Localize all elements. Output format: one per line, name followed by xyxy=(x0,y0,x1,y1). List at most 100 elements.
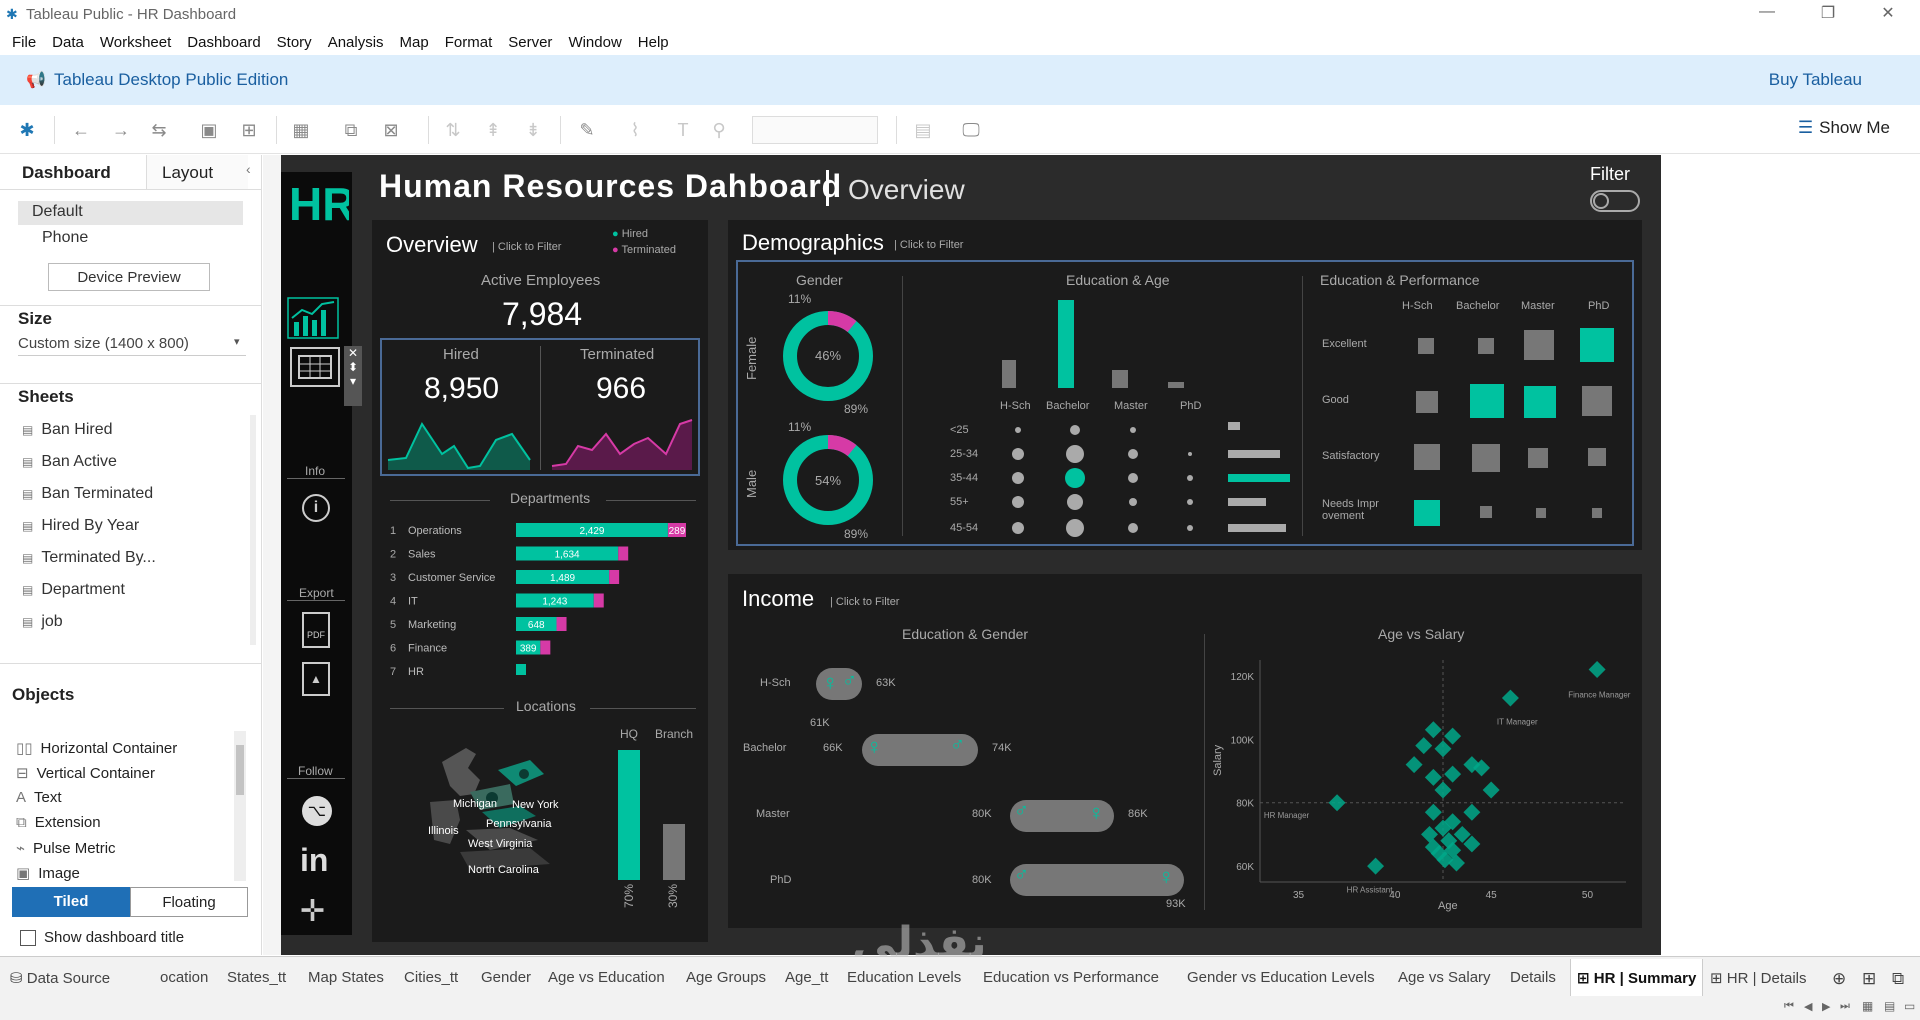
hired-by-year-sparkline[interactable] xyxy=(384,410,534,472)
menu-format[interactable]: Format xyxy=(444,34,493,51)
linkedin-icon[interactable]: in xyxy=(300,842,329,878)
menu-map[interactable]: Map xyxy=(399,34,429,51)
sheet-tab[interactable]: Age vs Salary xyxy=(1398,969,1491,986)
tableau-home-icon[interactable]: ✱ xyxy=(19,120,35,140)
age-salary-scatter[interactable]: 120K 100K 80K 60K 35 40 45 50 Finance Manager IT … xyxy=(1230,650,1634,900)
states-map[interactable] xyxy=(420,740,570,880)
sheet-tab[interactable]: Gender xyxy=(481,969,532,986)
scatter-point[interactable] xyxy=(1482,781,1500,799)
highlight-icon[interactable]: ✎ xyxy=(579,120,595,140)
sheet-tab[interactable]: Education vs Performance xyxy=(983,969,1159,986)
new-worksheet-icon[interactable]: ▦ xyxy=(292,120,310,140)
income-range-phd[interactable] xyxy=(1010,864,1184,896)
scatter-point[interactable] xyxy=(1463,835,1481,853)
data-source-tab[interactable]: ⛁ Data Source xyxy=(10,969,110,987)
object-text[interactable]: A Text xyxy=(16,789,62,806)
save-icon[interactable]: ▣ xyxy=(200,120,218,140)
fit-dropdown[interactable] xyxy=(752,116,878,144)
scatter-point[interactable] xyxy=(1424,721,1442,739)
sheet-item[interactable]: Department xyxy=(22,581,125,599)
dept-hired-bar[interactable] xyxy=(516,523,668,537)
sheet-tab[interactable]: ocation xyxy=(160,969,209,986)
filter-toggle[interactable] xyxy=(1590,190,1640,212)
scatter-point[interactable] xyxy=(1434,740,1452,758)
hired-terminated-box[interactable] xyxy=(380,338,700,476)
duplicate-icon[interactable]: ⧉ xyxy=(344,120,358,140)
tab-nav-prev-icon[interactable]: ◀ xyxy=(1804,1001,1813,1013)
dept-terminated-bar[interactable] xyxy=(593,593,604,608)
sheet-item[interactable]: Ban Terminated xyxy=(22,485,153,503)
sort-asc-icon[interactable]: ⇞ xyxy=(485,120,501,140)
github-icon[interactable]: ⌥ xyxy=(302,796,332,826)
export-pdf-icon[interactable]: PDF xyxy=(302,612,330,648)
chart-nav-icon[interactable] xyxy=(286,296,340,340)
sheet-item[interactable]: Ban Hired xyxy=(22,421,112,439)
menu-worksheet[interactable]: Worksheet xyxy=(99,34,172,51)
dept-hired-bar[interactable] xyxy=(516,546,619,561)
branch-bar[interactable] xyxy=(663,824,685,880)
edu-bar-hsch[interactable] xyxy=(1002,360,1016,388)
menu-file[interactable]: File xyxy=(12,34,37,51)
show-me-button[interactable]: ☰ Show Me xyxy=(1798,118,1890,138)
dashboard-tab-active[interactable]: ⊞ HR | Summary xyxy=(1570,959,1704,998)
undo-icon[interactable]: ← xyxy=(72,120,90,140)
dept-terminated-bar[interactable] xyxy=(667,523,686,537)
scatter-point[interactable] xyxy=(1447,854,1465,872)
show-cards-icon[interactable]: ▤ xyxy=(914,120,932,140)
objects-scrollbar[interactable] xyxy=(234,731,246,881)
male-donut[interactable] xyxy=(778,430,878,530)
dept-terminated-bar[interactable] xyxy=(556,617,567,631)
sheet-tab[interactable]: Details xyxy=(1510,969,1556,986)
show-title-checkbox[interactable] xyxy=(20,930,36,946)
close-icon[interactable]: ✕ xyxy=(1881,5,1895,22)
terminated-by-year-sparkline[interactable] xyxy=(548,410,696,472)
menu-story[interactable]: Story xyxy=(276,34,312,51)
female-donut[interactable] xyxy=(778,306,878,406)
scatter-point[interactable] xyxy=(1415,737,1433,755)
new-story-tab-icon[interactable]: ⧉ xyxy=(1892,969,1905,988)
scatter-point[interactable] xyxy=(1367,857,1385,875)
income-range-master[interactable] xyxy=(1010,800,1114,832)
new-worksheet-tab-icon[interactable]: ⊕ xyxy=(1832,969,1847,988)
tab-layout[interactable]: Layout xyxy=(162,163,214,182)
scatter-point[interactable] xyxy=(1405,756,1423,774)
tab-nav-first-icon[interactable]: ⏮ xyxy=(1784,1000,1794,1012)
sheet-tab[interactable]: Age Groups xyxy=(686,969,767,986)
dept-terminated-bar[interactable] xyxy=(609,570,620,584)
scatter-point[interactable] xyxy=(1424,803,1442,821)
tab-nav-next-icon[interactable]: ▶ xyxy=(1822,1001,1831,1013)
menu-window[interactable]: Window xyxy=(568,34,622,51)
sheet-tab[interactable]: Gender vs Education Levels xyxy=(1187,969,1375,986)
object-pulse-metric[interactable]: ⌁ Pulse Metric xyxy=(16,839,116,857)
sheet-sorter-icon[interactable]: ▦ xyxy=(1862,999,1874,1013)
scatter-point[interactable] xyxy=(1588,661,1606,678)
clear-sheet-icon[interactable]: ⊠ xyxy=(383,120,399,140)
dept-hired-bar[interactable] xyxy=(516,593,594,608)
income-range-hsch[interactable] xyxy=(816,668,862,700)
labels-icon[interactable]: T xyxy=(677,120,689,140)
dashboard-tab[interactable]: ⊞ HR | Details xyxy=(1710,969,1807,987)
replace-data-icon[interactable]: ⇆ xyxy=(151,120,167,140)
new-datasource-icon[interactable]: ⊞ xyxy=(241,120,257,140)
tab-dashboard[interactable]: Dashboard xyxy=(22,163,111,182)
sheet-item[interactable]: job xyxy=(22,613,62,631)
departments-chart[interactable]: 1 Operations 2,429 289 2 Sales 1,634 3 Customer … xyxy=(384,515,704,675)
dept-hired-bar[interactable] xyxy=(516,640,541,655)
menu-data[interactable]: Data xyxy=(52,34,84,51)
dept-hired-bar[interactable] xyxy=(516,570,610,584)
scatter-point[interactable] xyxy=(1444,727,1462,745)
demographics-box[interactable] xyxy=(736,260,1634,546)
sheet-tab[interactable]: States_tt xyxy=(227,969,287,986)
sheet-item[interactable]: Hired By Year xyxy=(22,517,139,535)
buy-tableau-link[interactable]: Buy Tableau xyxy=(1768,70,1862,89)
swap-icon[interactable]: ⇅ xyxy=(445,120,461,140)
edu-bar-phd[interactable] xyxy=(1168,382,1184,388)
restore-icon[interactable]: ❐ xyxy=(1820,5,1836,22)
dept-terminated-bar[interactable] xyxy=(540,640,551,655)
tabs-view-icon[interactable]: ▭ xyxy=(1904,999,1916,1013)
scatter-point[interactable] xyxy=(1434,781,1452,799)
sheet-tab[interactable]: Age_tt xyxy=(785,969,829,986)
scatter-point[interactable] xyxy=(1424,768,1442,786)
size-dropdown[interactable]: Custom size (1400 x 800) xyxy=(18,335,189,352)
tableau-public-icon[interactable]: ✛ xyxy=(300,895,326,928)
